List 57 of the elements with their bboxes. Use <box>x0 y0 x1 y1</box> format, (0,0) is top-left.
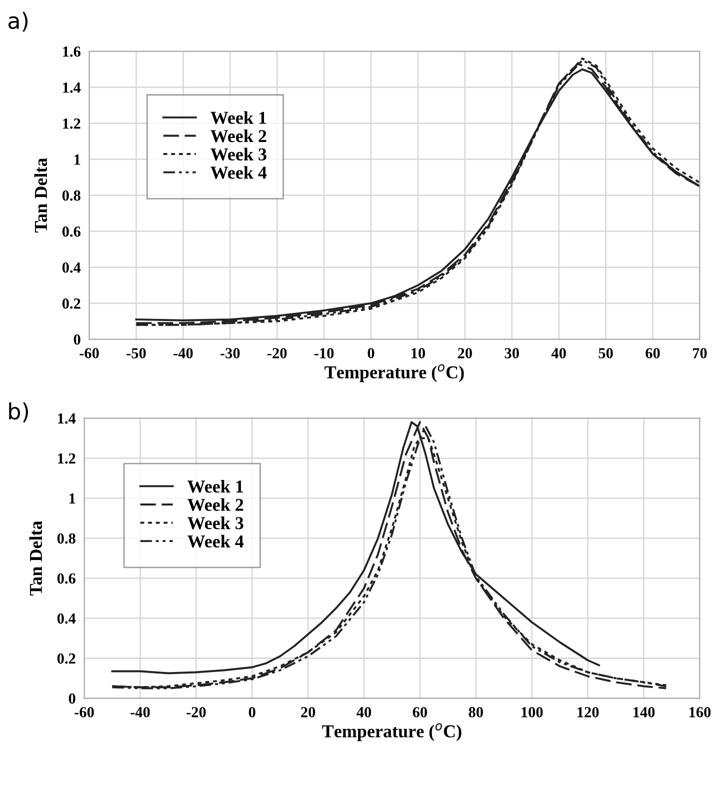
x-tick-label: 0 <box>368 348 374 358</box>
y-tick-label: 1 <box>74 154 80 165</box>
y-tick-label: 1.4 <box>58 413 76 424</box>
x-tick-label: 60 <box>646 348 660 358</box>
x-tick-label: -60 <box>74 707 94 718</box>
legend-label: Week 1 <box>210 111 266 124</box>
x-tick-label: -40 <box>130 707 150 718</box>
x-tick-label: -40 <box>174 348 193 358</box>
y-tick-label: 0.8 <box>57 533 76 544</box>
x-axis-title: Temperature ($^{o}$C) <box>324 364 464 382</box>
x-tick-label: 120 <box>578 707 599 718</box>
x-tick-label: 20 <box>301 707 316 718</box>
legend-label: Week 4 <box>210 166 267 179</box>
x-tick-label: 100 <box>522 707 543 718</box>
y-tick-label: 1.6 <box>63 46 80 57</box>
legend-label: Week 4 <box>188 534 244 548</box>
x-tick-label: 140 <box>634 707 655 718</box>
x-tick-label: -60 <box>80 348 99 358</box>
y-tick-label: 1 <box>70 493 76 504</box>
x-tick-label: 80 <box>468 707 483 718</box>
x-tick-label: 50 <box>598 348 613 358</box>
y-axis-title: Tan Delta <box>29 520 42 596</box>
x-tick-label: 40 <box>356 707 372 718</box>
y-tick-label: 0 <box>68 693 76 704</box>
x-tick-label: -10 <box>314 348 334 358</box>
x-tick-label: -20 <box>267 348 287 358</box>
x-tick-label: 10 <box>412 348 426 358</box>
legend-label: Week 2 <box>210 130 266 142</box>
y-tick-label: 1.4 <box>63 82 81 93</box>
y-tick-label: 0 <box>74 334 80 345</box>
text: a) <box>8 12 28 32</box>
x-tick-label: 160 <box>689 707 711 718</box>
legend-label: Week 2 <box>188 498 244 512</box>
y-tick-label: 0.6 <box>62 226 80 237</box>
x-tick-label: 60 <box>412 707 428 718</box>
x-tick-label: 70 <box>692 348 707 358</box>
x-tick-label: -20 <box>186 707 206 718</box>
y-tick-label: 0.2 <box>62 298 80 309</box>
x-tick-label: -50 <box>126 348 146 358</box>
x-axis-title: Temperature ($^{o}$C) <box>322 723 462 742</box>
x-tick-label: 30 <box>504 348 519 358</box>
y-tick-label: 0.4 <box>57 613 76 624</box>
legend-label: Week 1 <box>188 480 243 493</box>
y-tick-label: 0.8 <box>62 190 80 201</box>
x-tick-label: 0 <box>248 707 256 718</box>
y-tick-label: 0.6 <box>57 573 76 584</box>
x-tick-label: 40 <box>551 348 566 358</box>
text: b) <box>9 402 28 422</box>
y-tick-label: 1.2 <box>63 118 80 129</box>
x-tick-label: 20 <box>458 348 472 358</box>
y-tick-label: 0.4 <box>62 262 81 273</box>
legend-label: Week 3 <box>210 148 266 161</box>
y-tick-label: 1.2 <box>58 453 76 464</box>
y-tick-label: 0.2 <box>57 653 76 664</box>
x-tick-label: -30 <box>220 348 240 358</box>
legend-label: Week 3 <box>188 516 244 530</box>
y-axis-title: Tan Delta <box>34 158 48 233</box>
